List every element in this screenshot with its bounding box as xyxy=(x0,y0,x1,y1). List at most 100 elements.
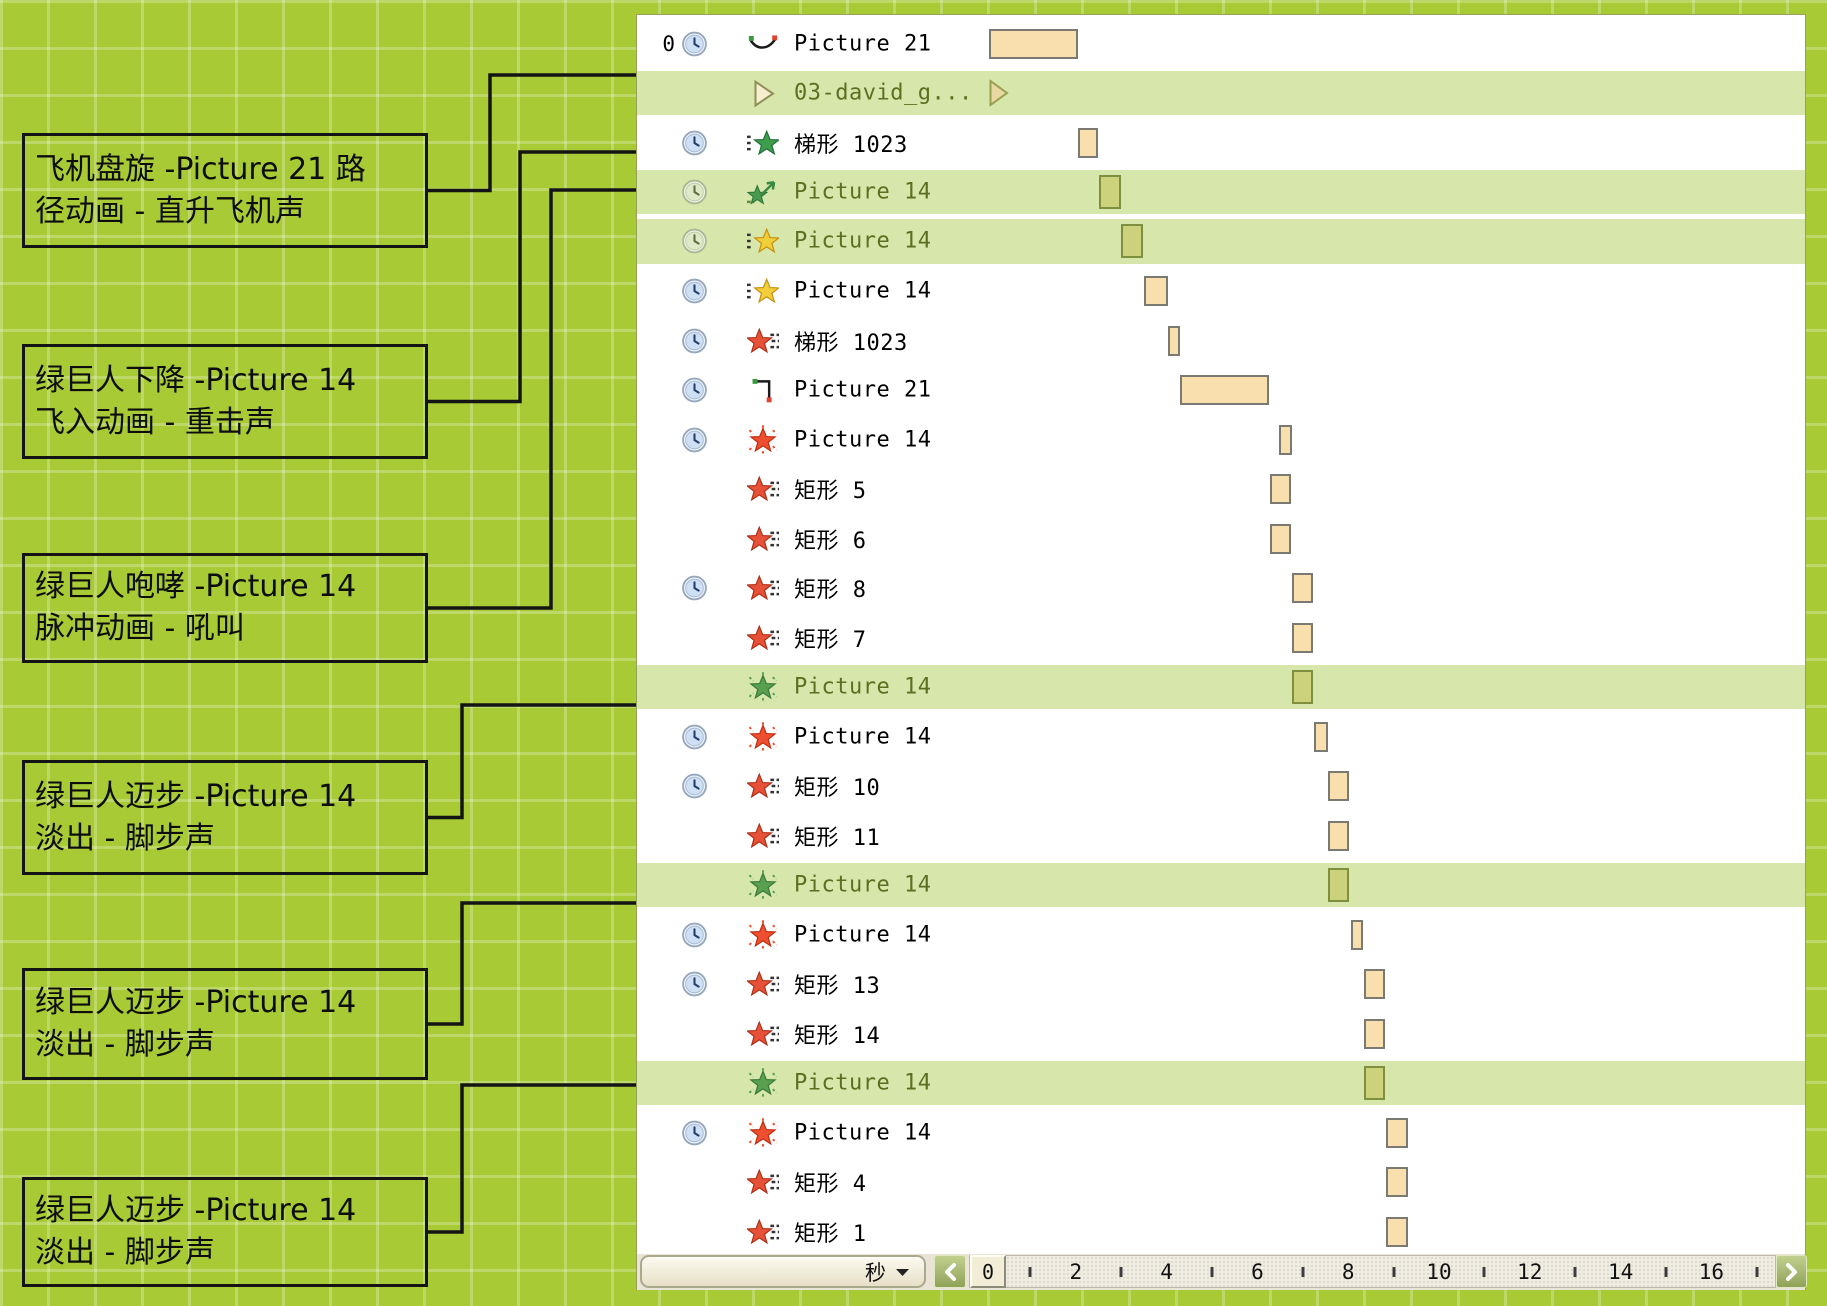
animation-row[interactable]: 梯形 1023 xyxy=(637,316,1805,366)
animation-row[interactable]: 矩形 13 xyxy=(637,960,1805,1010)
seconds-unit-dropdown[interactable]: 秒 xyxy=(640,1255,926,1288)
animation-item-label: 梯形 1023 xyxy=(794,330,908,356)
timing-bar[interactable] xyxy=(1180,375,1270,406)
star-exit-red-icon xyxy=(747,1167,779,1197)
animation-row[interactable]: Picture 14 xyxy=(637,712,1805,762)
timing-bar[interactable] xyxy=(1328,867,1349,902)
animation-row[interactable]: 矩形 4 xyxy=(637,1158,1805,1208)
callout-connector-line xyxy=(428,150,636,404)
timing-bar[interactable] xyxy=(1363,969,1385,1000)
callout-text-line: 绿巨人迈步 -Picture 14 xyxy=(35,778,357,814)
animation-row[interactable]: Picture 14 xyxy=(637,1058,1805,1108)
animation-item-label: Picture 14 xyxy=(794,427,932,453)
timing-bar[interactable] xyxy=(1143,276,1168,307)
animation-row[interactable]: Picture 14 xyxy=(637,910,1805,960)
timing-bar[interactable] xyxy=(1291,622,1314,653)
custom-animation-timeline-panel: 0 Picture 21 03-david_g... 梯形 1023 Picture 1… xyxy=(636,14,1807,1290)
animation-item-label: 矩形 4 xyxy=(794,1172,867,1198)
seconds-ruler[interactable]: 0 2 4 6 8 10 12 14 16 xyxy=(969,1255,1776,1288)
seconds-unit-label: 秒 xyxy=(865,1260,886,1285)
animation-item-label: 矩形 6 xyxy=(794,528,867,554)
timeline-origin-indicator[interactable]: 0 xyxy=(970,1255,1006,1288)
callout-text-line: 径动画 - 直升飞机声 xyxy=(35,193,305,229)
animation-row[interactable]: 矩形 10 xyxy=(637,762,1805,812)
animation-row[interactable]: Picture 14 xyxy=(637,662,1805,712)
delay-clock-icon xyxy=(681,1119,708,1146)
animation-item-label: 矩形 8 xyxy=(794,578,867,604)
timing-bar[interactable] xyxy=(1350,919,1364,950)
animation-row[interactable]: 矩形 5 xyxy=(637,465,1805,515)
timing-bar[interactable] xyxy=(1167,325,1181,356)
animation-row[interactable]: Picture 21 xyxy=(637,366,1805,416)
timing-bar[interactable] xyxy=(1328,820,1349,851)
timing-bar[interactable] xyxy=(1385,1167,1409,1198)
starburst-red-icon xyxy=(747,1117,779,1148)
star-exit-red-icon xyxy=(747,821,779,851)
chevron-down-icon xyxy=(896,1268,909,1276)
timing-bar[interactable] xyxy=(1328,771,1349,802)
callout-connector-line xyxy=(428,73,636,193)
ruler-tick-mark xyxy=(1573,1266,1577,1277)
callout-connector-line xyxy=(428,901,636,1026)
timing-bar[interactable] xyxy=(1098,174,1122,209)
star-exit-red-icon xyxy=(747,1019,779,1049)
animation-row[interactable]: 矩形 11 xyxy=(637,811,1805,861)
star-exit-red-icon xyxy=(747,771,779,801)
timeline-scroll-left-button[interactable] xyxy=(934,1255,966,1288)
motion-path-curve-icon xyxy=(747,29,779,59)
timing-bar[interactable] xyxy=(1363,1018,1385,1049)
animation-row[interactable]: 矩形 7 xyxy=(637,613,1805,663)
timing-bar[interactable] xyxy=(1314,721,1329,752)
ruler-tick-mark xyxy=(1028,1266,1032,1277)
ruler-second-label: 4 xyxy=(1160,1259,1173,1284)
timing-bar[interactable] xyxy=(1121,224,1143,259)
timing-bar[interactable] xyxy=(988,28,1079,59)
timing-bar[interactable] xyxy=(1291,669,1314,704)
callout-text-line: 淡出 - 脚步声 xyxy=(35,1027,215,1062)
callout-connector-line xyxy=(428,1083,636,1234)
animation-row[interactable]: 0 Picture 21 xyxy=(637,19,1805,69)
delay-clock-icon xyxy=(681,377,708,404)
animation-row[interactable]: 03-david_g... xyxy=(637,68,1805,118)
animation-row[interactable]: 矩形 14 xyxy=(637,1009,1805,1059)
starburst-green-icon xyxy=(747,869,779,900)
animation-item-label: 矩形 10 xyxy=(794,776,881,802)
starburst-red-icon xyxy=(747,919,779,950)
ruler-second-label: 6 xyxy=(1251,1259,1264,1284)
animation-row[interactable]: 矩形 6 xyxy=(637,514,1805,564)
animation-row[interactable]: Picture 14 xyxy=(637,860,1805,910)
timeline-scroll-right-button[interactable] xyxy=(1776,1255,1807,1288)
animation-item-label: 矩形 1 xyxy=(794,1221,867,1247)
timing-bar[interactable] xyxy=(1270,474,1291,505)
chevron-right-icon xyxy=(1785,1262,1797,1281)
animation-row[interactable]: 梯形 1023 xyxy=(637,118,1805,168)
animation-row[interactable]: Picture 14 xyxy=(637,217,1805,267)
play-triangle-icon xyxy=(747,78,779,108)
animation-row[interactable]: Picture 14 xyxy=(637,1108,1805,1158)
timing-bar[interactable] xyxy=(1279,424,1292,455)
timing-bar[interactable] xyxy=(1077,127,1098,158)
star-exit-red-icon xyxy=(747,474,779,504)
star-exit-red-icon xyxy=(747,969,779,999)
starburst-red-icon xyxy=(747,721,779,752)
animation-item-label: Picture 14 xyxy=(794,1070,932,1096)
media-trigger-marker[interactable] xyxy=(989,78,1009,107)
animation-row[interactable]: Picture 14 xyxy=(637,267,1805,317)
animation-row[interactable]: Picture 14 xyxy=(637,415,1805,465)
star-exit-red-icon xyxy=(747,524,779,554)
timing-bar[interactable] xyxy=(1270,523,1291,554)
star-entrance-yellow-icon xyxy=(747,276,779,306)
animation-row[interactable]: Picture 14 xyxy=(637,167,1805,217)
animation-row[interactable]: 矩形 8 xyxy=(637,564,1805,614)
callout-text-line: 脉冲动画 - 吼叫 xyxy=(35,611,245,646)
animation-row[interactable]: 矩形 1 xyxy=(637,1207,1805,1257)
timing-bar[interactable] xyxy=(1385,1216,1409,1247)
chevron-left-icon xyxy=(945,1262,956,1281)
callout-text-line: 飞入动画 - 重击声 xyxy=(35,404,275,440)
animation-item-label: 矩形 7 xyxy=(794,627,867,653)
timing-bar[interactable] xyxy=(1291,573,1314,604)
timing-bar[interactable] xyxy=(1363,1065,1385,1100)
delay-clock-icon xyxy=(681,773,708,800)
timing-bar[interactable] xyxy=(1385,1117,1409,1148)
